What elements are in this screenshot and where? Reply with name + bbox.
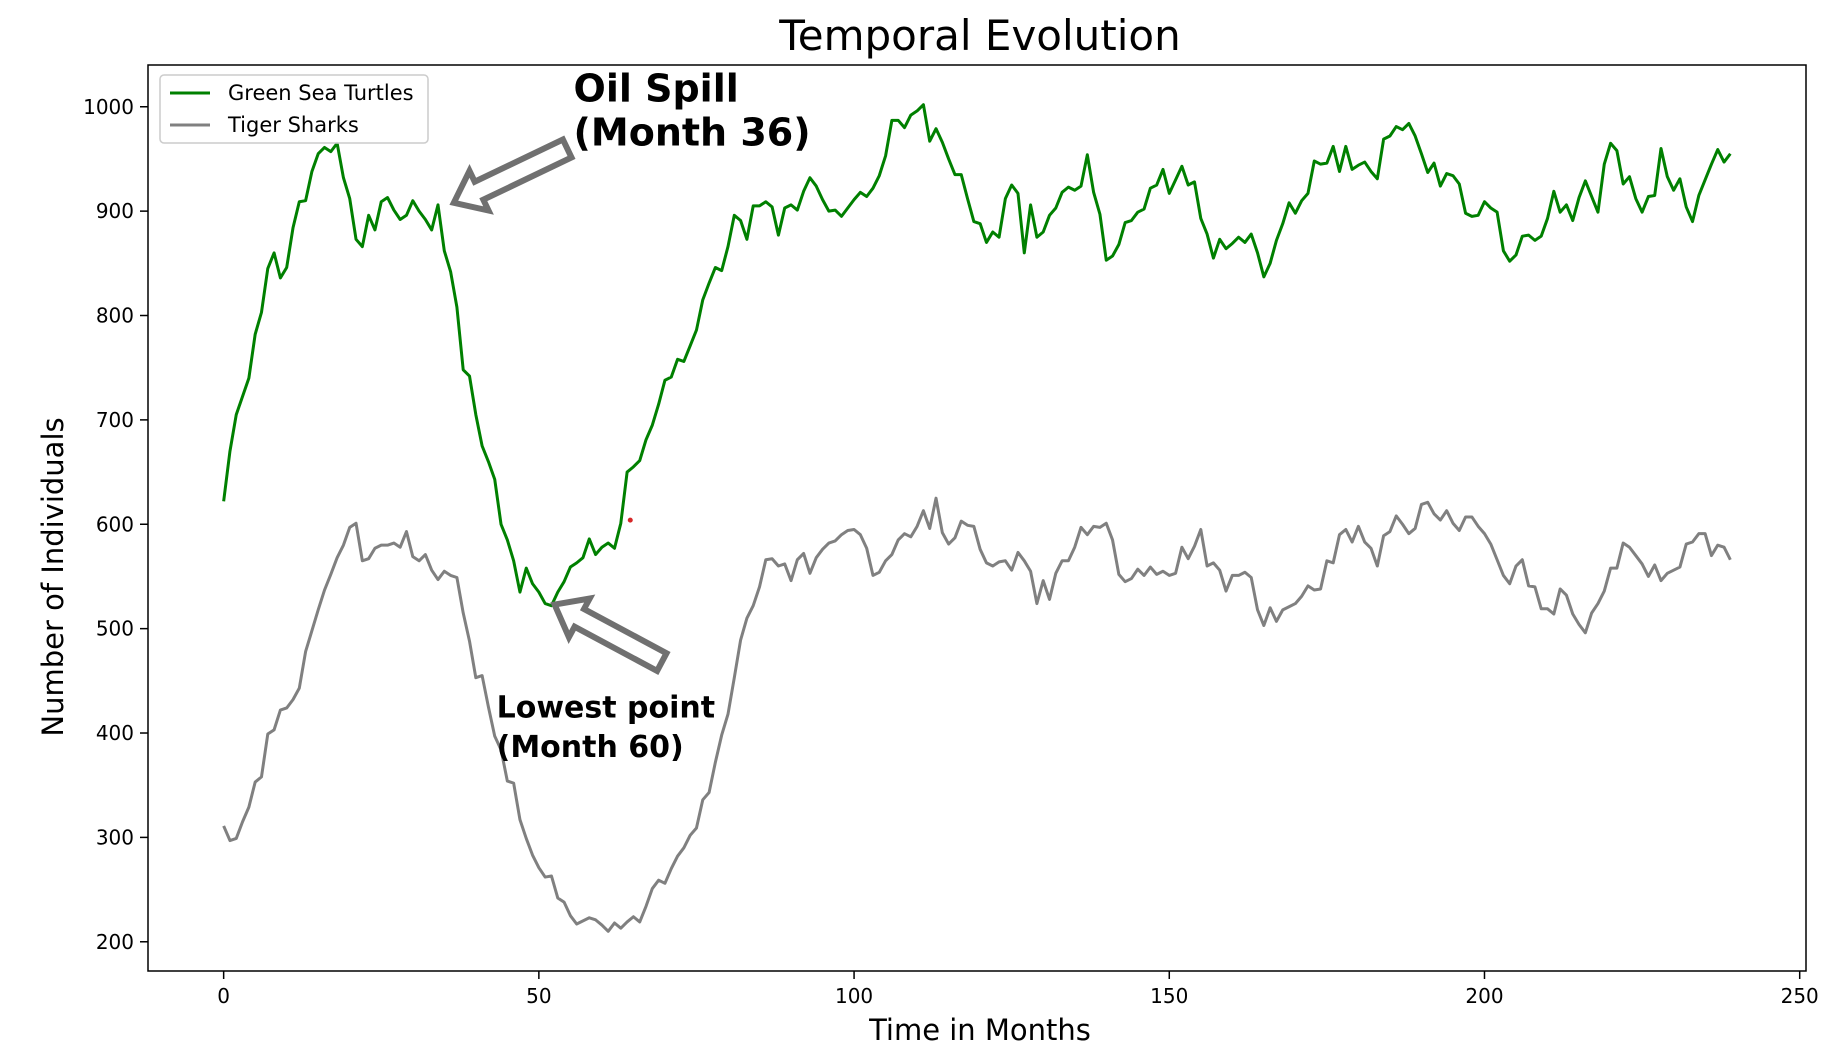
y-tick-label: 800 — [96, 304, 134, 328]
x-tick-label: 50 — [526, 984, 551, 1008]
plot-frame — [147, 64, 1807, 972]
x-tick-label: 250 — [1781, 984, 1819, 1008]
series-line-tiger-sharks — [222, 496, 1732, 933]
lowest-point-annotation-line2: (Month 60) — [497, 730, 684, 765]
plot-area: Oil Spill(Month 36) Lowest point (Month 60… — [83, 64, 1819, 1008]
y-tick-label: 200 — [96, 930, 134, 954]
x-tick-label: 200 — [1465, 984, 1503, 1008]
y-tick-label: 500 — [96, 617, 134, 641]
x-tick-label: 0 — [217, 984, 230, 1008]
series-line-green-sea-turtles — [222, 103, 1732, 608]
lowest-point-annotation-line1: Lowest point — [497, 690, 716, 725]
lowest-point-arrow — [550, 594, 671, 675]
chart-title: Temporal Evolution — [778, 11, 1180, 60]
legend-label-tiger-sharks: Tiger Sharks — [227, 113, 359, 137]
y-tick-label: 1000 — [83, 95, 134, 119]
y-tick-label: 400 — [96, 721, 134, 745]
y-tick-label: 900 — [96, 199, 134, 223]
x-tick-label: 100 — [835, 984, 873, 1008]
annotation-dot — [627, 517, 633, 523]
legend-box — [159, 74, 429, 144]
x-tick-label: 150 — [1150, 984, 1188, 1008]
y-tick-label: 600 — [96, 512, 134, 536]
y-axis-title: Number of Individuals — [36, 417, 70, 736]
legend-label-green-sea-turtles: Green Sea Turtles — [228, 81, 414, 105]
oil-spill-arrow — [449, 135, 576, 215]
oil-spill-annotation-line1: Oil Spill — [574, 67, 739, 111]
y-tick-label: 700 — [96, 408, 134, 432]
oil-spill-annotation-line2: (Month 36) — [574, 110, 811, 154]
x-axis-title: Time in Months — [868, 1013, 1091, 1047]
y-tick-label: 300 — [96, 825, 134, 849]
